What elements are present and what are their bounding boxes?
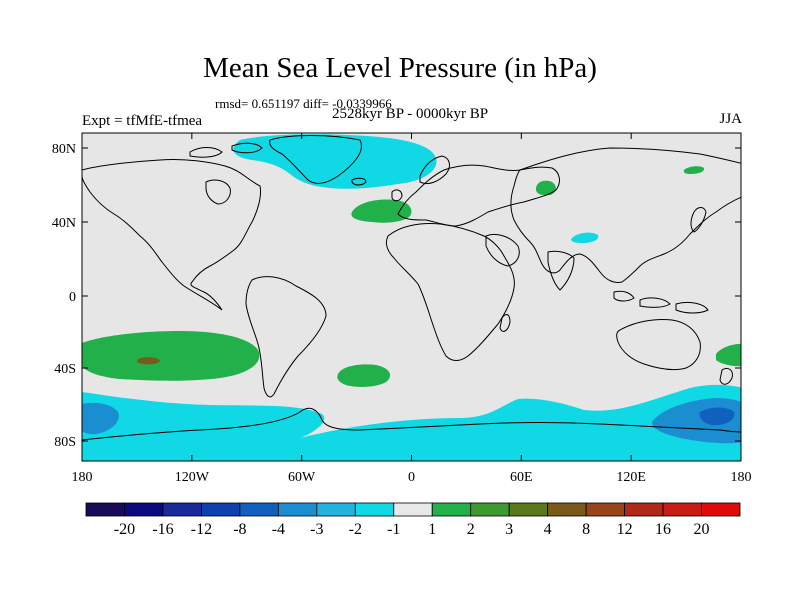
colorbar-label: -1 xyxy=(387,521,400,538)
colorbar-label: -12 xyxy=(191,521,212,538)
colorbar-label: -2 xyxy=(349,521,362,538)
anomaly-central-asia-positive xyxy=(535,180,556,196)
lon-tick-label: 180 xyxy=(731,470,752,485)
map-axes: 180 120W 60W 0 60E 120E 180 80N 40N 0 40S 80S xyxy=(52,133,752,485)
period-line: 2528kyr BP - 0000kyr BP xyxy=(331,106,489,122)
colorbar-swatch xyxy=(124,502,164,517)
colorbar-swatch xyxy=(508,502,549,517)
colorbar-swatch xyxy=(354,502,395,517)
colorbar-label: 16 xyxy=(655,521,671,538)
colorbar: -20 -16 -12 -8 -4 -3 -2 -1 1 2 3 4 8 12 16 20 xyxy=(85,502,741,538)
colorbar-swatch xyxy=(470,502,510,517)
colorbar-swatch xyxy=(201,502,241,517)
colorbar-swatch xyxy=(393,502,433,517)
coastlines xyxy=(82,135,741,441)
anomaly-arctic-negative xyxy=(233,134,437,189)
stats-line: rmsd= 0.651197 diff= -0.0339966 xyxy=(215,96,392,111)
colorbar-label: 2 xyxy=(467,521,475,538)
colorbar-label: 4 xyxy=(544,521,552,538)
lon-tick-label: 180 xyxy=(72,470,93,485)
lon-tick-label: 120E xyxy=(616,470,646,485)
lon-tick-label: 0 xyxy=(408,470,415,485)
lat-tick-label: 0 xyxy=(69,290,76,305)
anomaly-fields xyxy=(82,134,741,461)
colorbar-label: 8 xyxy=(582,521,590,538)
colorbar-swatch xyxy=(239,502,279,517)
colorbar-label: 20 xyxy=(694,521,710,538)
lat-tick-label: 80N xyxy=(52,142,76,157)
colorbar-swatch xyxy=(431,502,472,517)
map-title: Mean Sea Level Pressure (in hPa) xyxy=(203,52,597,84)
lon-tick-label: 120W xyxy=(175,470,210,485)
colorbar-label: -3 xyxy=(310,521,323,538)
colorbar-label: -20 xyxy=(114,521,135,538)
colorbar-swatch xyxy=(701,502,741,517)
colorbar-label: -16 xyxy=(152,521,173,538)
anomaly-tibet-negative xyxy=(571,232,599,243)
anomaly-siberia-positive xyxy=(683,166,705,174)
colorbar-swatch xyxy=(585,502,625,517)
colorbar-swatch xyxy=(316,502,356,517)
lat-tick-label: 80S xyxy=(54,435,76,450)
lat-tick-label: 40N xyxy=(52,216,76,231)
colorbar-label: -4 xyxy=(272,521,285,538)
colorbar-swatch xyxy=(277,502,318,517)
colorbar-swatch xyxy=(662,502,702,517)
colorbar-label: -8 xyxy=(233,521,246,538)
lon-tick-label: 60E xyxy=(510,470,533,485)
anomaly-tasman-positive xyxy=(716,343,741,367)
lat-tick-label: 40S xyxy=(54,362,76,377)
colorbar-swatch xyxy=(85,502,125,517)
colorbar-swatch xyxy=(547,502,587,517)
anomaly-southern-ocean-east-core xyxy=(699,407,735,426)
colorbar-label: 12 xyxy=(617,521,633,538)
experiment-label: Expt = tfMfE-tfmea xyxy=(82,113,203,129)
colorbar-swatch xyxy=(624,502,664,517)
colorbar-label: 3 xyxy=(505,521,513,538)
colorbar-label: 1 xyxy=(428,521,436,538)
anomaly-south-pacific-positive xyxy=(82,331,260,381)
anomaly-south-atlantic-positive xyxy=(337,364,391,387)
anomaly-southern-ocean-negative xyxy=(82,384,741,461)
anomaly-south-pacific-core xyxy=(137,357,160,365)
colorbar-swatch xyxy=(162,502,202,517)
anomaly-north-atlantic-positive xyxy=(351,199,412,223)
season-label: JJA xyxy=(719,111,742,127)
lon-tick-label: 60W xyxy=(288,470,316,485)
anomaly-southern-ocean-west-dark xyxy=(82,402,119,435)
